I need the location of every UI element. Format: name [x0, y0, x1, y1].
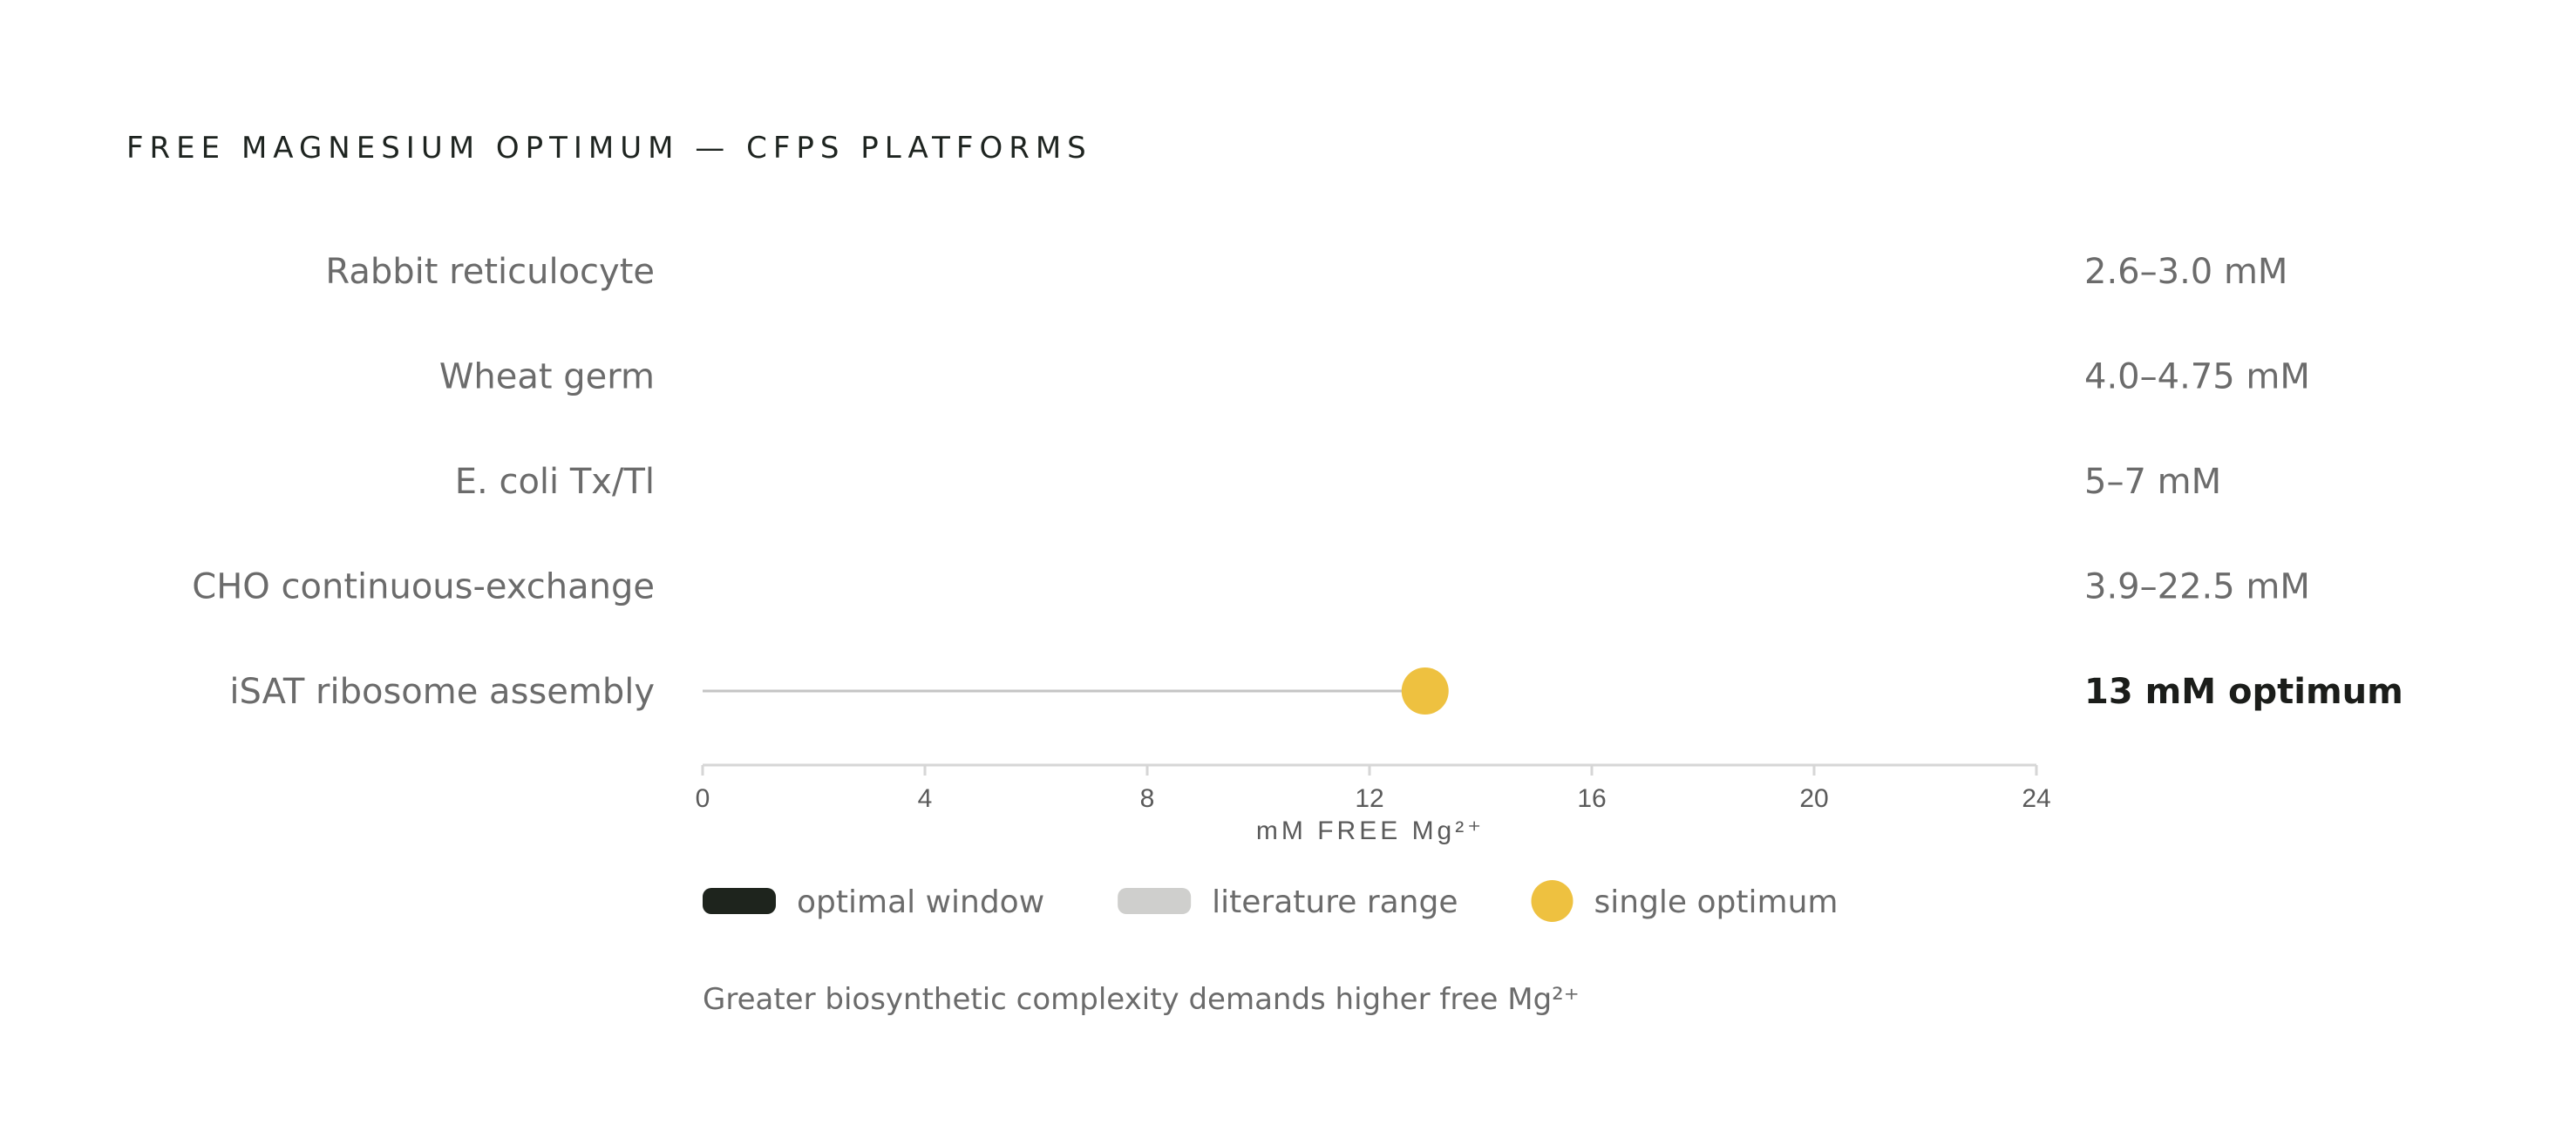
chart-title: FREE MAGNESIUM OPTIMUM — CFPS PLATFORMS	[126, 131, 1092, 166]
row-label: CHO continuous-exchange	[192, 567, 655, 607]
x-tick-label: 24	[2022, 784, 2050, 813]
row-label: Wheat germ	[439, 357, 655, 397]
x-axis: 0 4 8 12 16 20 24	[696, 763, 2051, 813]
x-tick-label: 8	[1140, 784, 1155, 813]
row-label: Rabbit reticulocyte	[325, 252, 655, 292]
row-value-label: 3.9–22.5 mM	[2084, 567, 2310, 607]
row-label: iSAT ribosome assembly	[229, 672, 655, 712]
legend-label: optimal window	[797, 884, 1044, 920]
rows: Rabbit reticulocyte 2.6–3.0 mM Wheat germ 4…	[192, 252, 2403, 715]
row-value-label: 2.6–3.0 mM	[2084, 252, 2287, 292]
row-value-label: 13 mM optimum	[2084, 672, 2403, 712]
x-tick-label: 0	[696, 784, 710, 813]
x-tick-label: 4	[918, 784, 933, 813]
row-label: E. coli Tx/Tl	[455, 462, 655, 502]
legend-swatch-range	[1118, 888, 1192, 914]
row-value-label: 4.0–4.75 mM	[2084, 357, 2310, 397]
x-tick-label: 16	[1577, 784, 1606, 813]
legend-swatch-window	[703, 888, 776, 914]
x-tick-label: 12	[1355, 784, 1383, 813]
legend-swatch-optimum	[1531, 880, 1573, 922]
chart-annotation: Greater biosynthetic complexity demands …	[703, 982, 1580, 1017]
x-axis-title: mM FREE Mg²⁺	[1256, 816, 1485, 845]
x-tick-label: 20	[1799, 784, 1828, 813]
optimum-marker	[1401, 667, 1449, 715]
row-value-label: 5–7 mM	[2084, 462, 2221, 502]
legend-label: single optimum	[1594, 884, 1839, 920]
legend-label: literature range	[1212, 884, 1458, 920]
legend: optimal window literature range single opt…	[703, 880, 1838, 922]
